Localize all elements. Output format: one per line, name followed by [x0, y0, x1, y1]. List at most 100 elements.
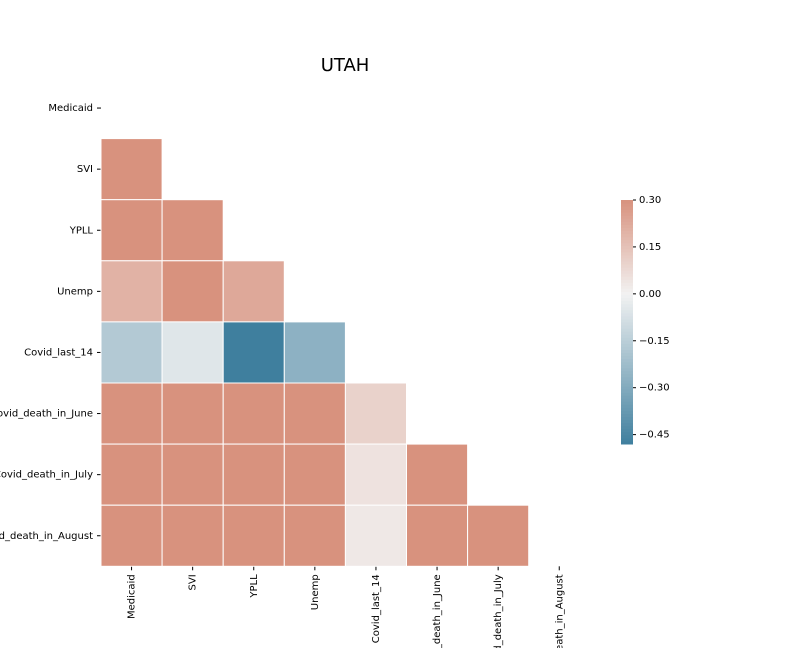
- heatmap-cell: [344, 382, 407, 445]
- colorbar-tick-label: −0.30: [639, 383, 670, 394]
- chart-title: UTAH: [321, 55, 370, 76]
- colorbar-segment: [621, 209, 633, 213]
- colorbar-segment: [621, 273, 633, 277]
- colorbar-segment: [621, 203, 633, 207]
- heatmap-cell: [222, 443, 285, 506]
- heatmap-cell: [161, 321, 224, 384]
- colorbar-segment: [621, 358, 633, 363]
- colorbar-segment: [621, 264, 633, 268]
- heatmap-cell: [161, 504, 224, 567]
- colorbar-segment: [621, 297, 633, 302]
- colorbar-segment: [621, 413, 633, 418]
- y-tick-label: Covid_death_in_July: [0, 470, 93, 481]
- x-tick-label: Covid_death_in_June: [432, 574, 443, 648]
- colorbar-segment: [621, 279, 633, 283]
- y-tick-label: Unemp: [57, 286, 93, 297]
- colorbar-segment: [621, 254, 633, 259]
- y-tick-label: Covid_death_in_August: [0, 531, 93, 542]
- y-tick-label: Medicaid: [48, 103, 93, 114]
- colorbar-segment: [621, 373, 633, 378]
- colorbar-segment: [621, 303, 633, 308]
- heatmap-cell: [283, 443, 346, 506]
- y-tick-label: Covid_last_14: [24, 347, 93, 358]
- colorbar-segment: [621, 367, 633, 372]
- colorbar-tick-label: 0.30: [639, 195, 661, 206]
- colorbar-segment: [621, 318, 633, 323]
- colorbar-segment: [621, 386, 633, 390]
- colorbar-segment: [621, 328, 633, 332]
- colorbar-segment: [621, 349, 633, 353]
- colorbar-tick-label: 0.15: [639, 242, 661, 253]
- colorbar-segment: [621, 309, 633, 314]
- heatmap-cell: [100, 321, 163, 384]
- x-tick-label: YPLL: [249, 574, 260, 599]
- heatmap-cell: [406, 504, 469, 567]
- colorbar-segment: [621, 337, 633, 341]
- heatmap-cell: [283, 321, 346, 384]
- colorbar-segment: [621, 288, 633, 292]
- heatmap-cell: [344, 504, 407, 567]
- heatmap-cell: [222, 382, 285, 445]
- colorbar-segment: [621, 425, 633, 430]
- heatmap-cell: [161, 260, 224, 323]
- colorbar-segment: [621, 352, 633, 357]
- colorbar-segment: [621, 440, 633, 445]
- colorbar-segment: [621, 261, 633, 265]
- colorbar-segment: [621, 379, 633, 384]
- colorbar-segment: [621, 248, 633, 253]
- colorbar-tick-label: −0.45: [639, 430, 670, 441]
- colorbar-segment: [621, 322, 633, 326]
- heatmap-cell: [100, 260, 163, 323]
- colorbar-segment: [621, 291, 633, 296]
- heatmap-cell: [283, 382, 346, 445]
- colorbar-segment: [621, 428, 633, 433]
- colorbar-segment: [621, 282, 633, 286]
- heatmap-cell: [467, 504, 530, 567]
- colorbar-segment: [621, 251, 633, 256]
- colorbar-segment: [621, 389, 633, 393]
- colorbar-segment: [621, 218, 633, 222]
- x-tick-label: SVI: [188, 574, 199, 590]
- colorbar-segment: [621, 270, 633, 274]
- heatmap-cell: [222, 321, 285, 384]
- colorbar-segment: [621, 239, 633, 244]
- colorbar-segment: [621, 398, 633, 402]
- colorbar-segment: [621, 334, 633, 338]
- heatmap-cell: [283, 504, 346, 567]
- colorbar-segment: [621, 364, 633, 369]
- heatmap-cell: [222, 504, 285, 567]
- colorbar-tick-label: −0.15: [639, 336, 670, 347]
- colorbar-segment: [621, 340, 633, 344]
- colorbar-segment: [621, 233, 633, 238]
- colorbar-segment: [621, 431, 633, 436]
- colorbar-segment: [621, 242, 633, 247]
- colorbar-segment: [621, 200, 633, 204]
- colorbar-segment: [621, 343, 633, 347]
- colorbar-segment: [621, 306, 633, 311]
- colorbar-segment: [621, 294, 633, 299]
- colorbar-segment: [621, 422, 633, 427]
- colorbar-segment: [621, 416, 633, 421]
- heatmap-cell: [344, 443, 407, 506]
- x-tick-label: Covid_death_in_July: [493, 574, 504, 648]
- heatmap-cell: [161, 199, 224, 262]
- colorbar-segment: [621, 370, 633, 375]
- x-tick-label: Medicaid: [127, 574, 138, 619]
- heatmap-cell: [100, 199, 163, 262]
- colorbar-segment: [621, 221, 633, 225]
- colorbar-segment: [621, 245, 633, 250]
- colorbar-segment: [621, 331, 633, 335]
- colorbar-tick-label: 0.00: [639, 289, 661, 300]
- colorbar-segment: [621, 206, 633, 210]
- colorbar-segment: [621, 257, 633, 262]
- colorbar-segment: [621, 355, 633, 360]
- colorbar-segment: [621, 227, 633, 231]
- colorbar-segment: [621, 404, 633, 408]
- colorbar-segment: [621, 410, 633, 414]
- colorbar-segment: [621, 300, 633, 305]
- heatmap-cell: [161, 382, 224, 445]
- colorbar-segment: [621, 437, 633, 442]
- heatmap-cell: [222, 260, 285, 323]
- colorbar-segment: [621, 325, 633, 329]
- colorbar-segment: [621, 312, 633, 317]
